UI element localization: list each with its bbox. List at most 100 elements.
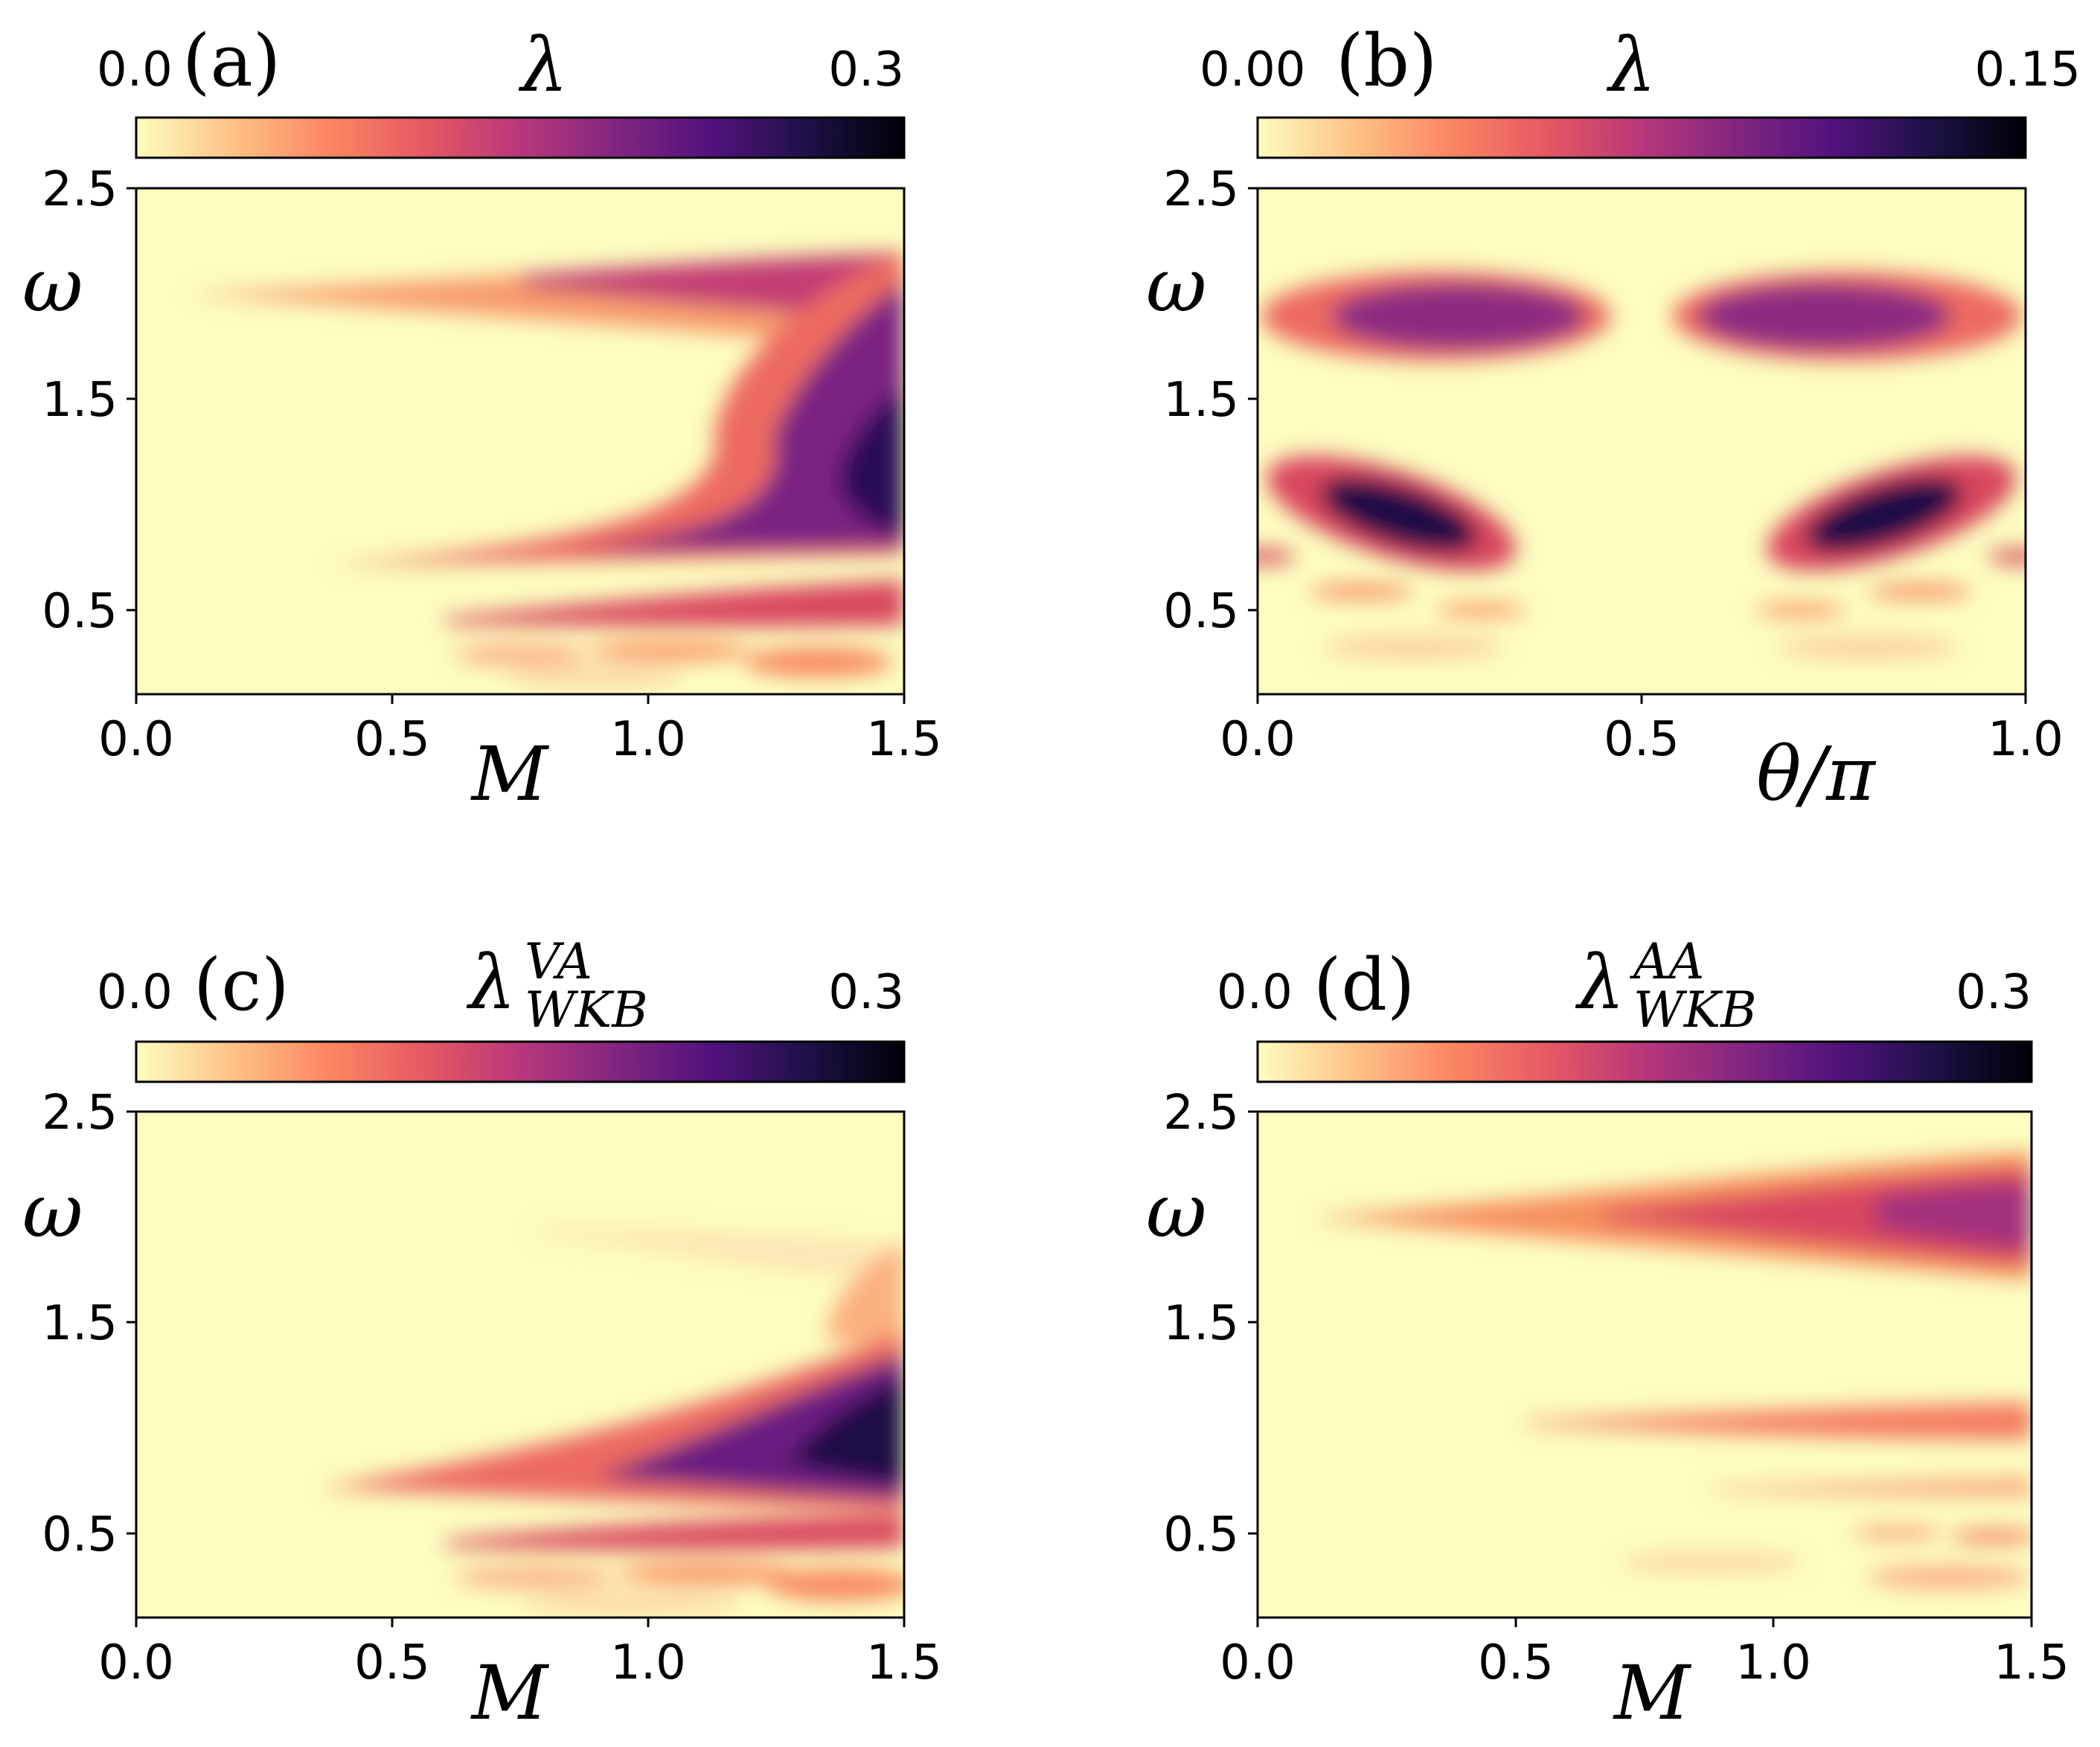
panel-a-speckle-3 <box>744 647 893 677</box>
panel-b-xtick-label: 0.0 <box>1220 712 1296 767</box>
panel-d-speckle-2 <box>1950 1530 2032 1543</box>
panel-a-region-lower <box>446 580 904 627</box>
panel-b-ytick-label: 0.5 <box>1163 584 1239 639</box>
panel-c-xtick-label: 1.5 <box>866 1635 942 1690</box>
panel-d-xtick-label: 1.5 <box>1994 1635 2069 1690</box>
panel-b-speckle-3 <box>1756 603 1845 618</box>
panel-b-speckle-2 <box>1436 603 1526 618</box>
panel-a-xticks: 0.0 0.5 1.0 1.5 <box>98 694 942 767</box>
panel-c-speckle-3 <box>766 1568 904 1601</box>
panel-d-xtick-label: 0.5 <box>1478 1635 1554 1690</box>
panel-a-xtick-label: 1.0 <box>610 712 686 767</box>
panel-b-speckle-1 <box>1310 584 1414 599</box>
panel-c-colorbar-superscript: VA <box>525 933 592 990</box>
panel-d-ylabel: ω <box>1146 1167 1207 1254</box>
panel-d-speckle-4 <box>1868 1565 2032 1589</box>
panel-c-speckle-4 <box>521 1594 744 1612</box>
panel-c-ylabel: ω <box>22 1167 83 1254</box>
panel-b-xtick-label: 0.5 <box>1604 712 1680 767</box>
panel-a-ytick-label: 0.5 <box>42 584 118 639</box>
panel-c-xtick-label: 1.0 <box>610 1635 686 1690</box>
panel-c-axes-frame <box>135 1110 906 1619</box>
panel-a-colorbar-min: 0.0 <box>97 42 173 97</box>
panel-c-speckle-2 <box>618 1562 796 1586</box>
panel-a-xtick-label: 0.0 <box>98 712 174 767</box>
panel-a-label: (a) <box>182 19 281 103</box>
panel-b-plot-background <box>1258 188 2026 694</box>
panel-a-region-main-mid <box>566 283 904 551</box>
panel-a: (a) 0.0 0.3 λ <box>22 19 942 818</box>
panel-d-xticks: 0.0 0.5 1.0 1.5 <box>1220 1618 2069 1690</box>
panel-c-ytick-label: 1.5 <box>42 1296 118 1351</box>
panel-d-speckle-1 <box>1853 1526 1942 1539</box>
panel-b-lobe-lower-left-core <box>1320 478 1478 552</box>
panel-c-xticks: 0.0 0.5 1.0 1.5 <box>98 1618 942 1690</box>
panel-d-axes-frame <box>1256 1110 2033 1619</box>
panel-a-speckle-4 <box>506 668 685 686</box>
panel-c-colorbar <box>135 1040 906 1083</box>
panel-b-label: (b) <box>1336 19 1437 103</box>
panel-c-region-lower <box>446 1514 904 1551</box>
panel-d-colorbar-subscript: WKB <box>1633 981 1757 1039</box>
panel-c-colorbar-subscript: WKB <box>525 981 648 1039</box>
panel-b-lobe-upper-right-core <box>1698 283 1951 349</box>
panel-b-speckle-6 <box>1779 635 1957 659</box>
panel-c-yticks: 2.5 1.5 0.5 <box>42 1086 136 1562</box>
panel-b-colorbar-label: λ <box>1606 22 1656 109</box>
panel-b-colorbar-max: 0.15 <box>1975 42 2081 97</box>
panel-d-xtick-label: 1.0 <box>1735 1635 1811 1690</box>
panel-d-ytick-label: 0.5 <box>1163 1507 1239 1562</box>
panel-b-colorbar <box>1256 116 2027 159</box>
panel-a-ytick-label: 2.5 <box>42 162 118 217</box>
panel-c-xlabel: M <box>470 1650 550 1737</box>
panel-b-speckle-4 <box>1868 584 1972 599</box>
panel-b-lobe-lower-right-core <box>1805 478 1963 552</box>
panel-b: (b) 0.00 0.15 λ <box>1146 19 2081 818</box>
panel-a-colorbar-max: 0.3 <box>828 42 904 97</box>
panel-a-colorbar-label: λ <box>518 22 568 109</box>
panel-a-ytick-label: 1.5 <box>42 373 118 428</box>
panel-d-colorbar-superscript: AA <box>1629 933 1704 990</box>
panel-c-colorbar-label: λ <box>466 939 516 1026</box>
panel-d-region-lower <box>1712 1478 2032 1496</box>
panel-c-speckle-1 <box>454 1566 618 1589</box>
panel-a-speckle-2 <box>588 641 752 661</box>
panel-a-xtick-label: 1.5 <box>866 712 942 767</box>
panel-a-xlabel: M <box>470 731 550 818</box>
panel-d-colorbar <box>1256 1040 2033 1083</box>
panel-d-region-middle <box>1526 1403 2032 1440</box>
panel-d-yticks: 2.5 1.5 0.5 <box>1163 1086 1258 1562</box>
panel-b-speckle-5 <box>1325 635 1503 659</box>
panel-d-ytick-label: 1.5 <box>1163 1296 1239 1351</box>
panel-d: (d) 0.0 0.3 λ AA WKB <box>1146 933 2069 1737</box>
panel-c-region-upper <box>536 1228 904 1280</box>
panel-d-colorbar-label: λ <box>1575 939 1624 1026</box>
panel-a-colorbar <box>135 116 906 159</box>
panel-c-ytick-label: 0.5 <box>42 1507 118 1562</box>
panel-d-xlabel: M <box>1613 1650 1692 1737</box>
panel-a-region-main <box>327 253 904 565</box>
panel-a-yticks: 2.5 1.5 0.5 <box>42 162 136 639</box>
panel-d-ytick-label: 2.5 <box>1163 1086 1239 1141</box>
panel-d-label: (d) <box>1313 943 1415 1027</box>
panel-d-speckle-3 <box>1622 1554 1801 1571</box>
panel-c-xtick-label: 0.5 <box>354 1635 430 1690</box>
panel-d-colorbar-min: 0.0 <box>1217 965 1293 1020</box>
panel-c: (c) 0.0 0.3 λ VA WKB <box>22 933 942 1737</box>
panel-b-xtick-label: 1.0 <box>1988 712 2064 767</box>
panel-b-ytick-label: 2.5 <box>1163 162 1239 217</box>
panel-b-xlabel: θ/π <box>1756 731 1877 818</box>
panel-a-xtick-label: 0.5 <box>354 712 430 767</box>
panel-a-axes-frame <box>135 187 906 696</box>
panel-b-xticks: 0.0 0.5 1.0 <box>1220 694 2064 767</box>
panel-b-lobe-upper-left-core <box>1332 283 1585 349</box>
panel-a-region-upper-core <box>521 253 904 320</box>
panel-c-xtick-label: 0.0 <box>98 1635 174 1690</box>
panel-a-region-main-core <box>839 387 904 536</box>
panel-a-ylabel: ω <box>22 242 83 329</box>
panel-c-colorbar-max: 0.3 <box>828 965 904 1020</box>
panel-c-ytick-label: 2.5 <box>42 1086 118 1141</box>
panel-b-sliver-left <box>1258 549 1295 564</box>
panel-d-region-upper-core <box>1875 1183 2032 1250</box>
